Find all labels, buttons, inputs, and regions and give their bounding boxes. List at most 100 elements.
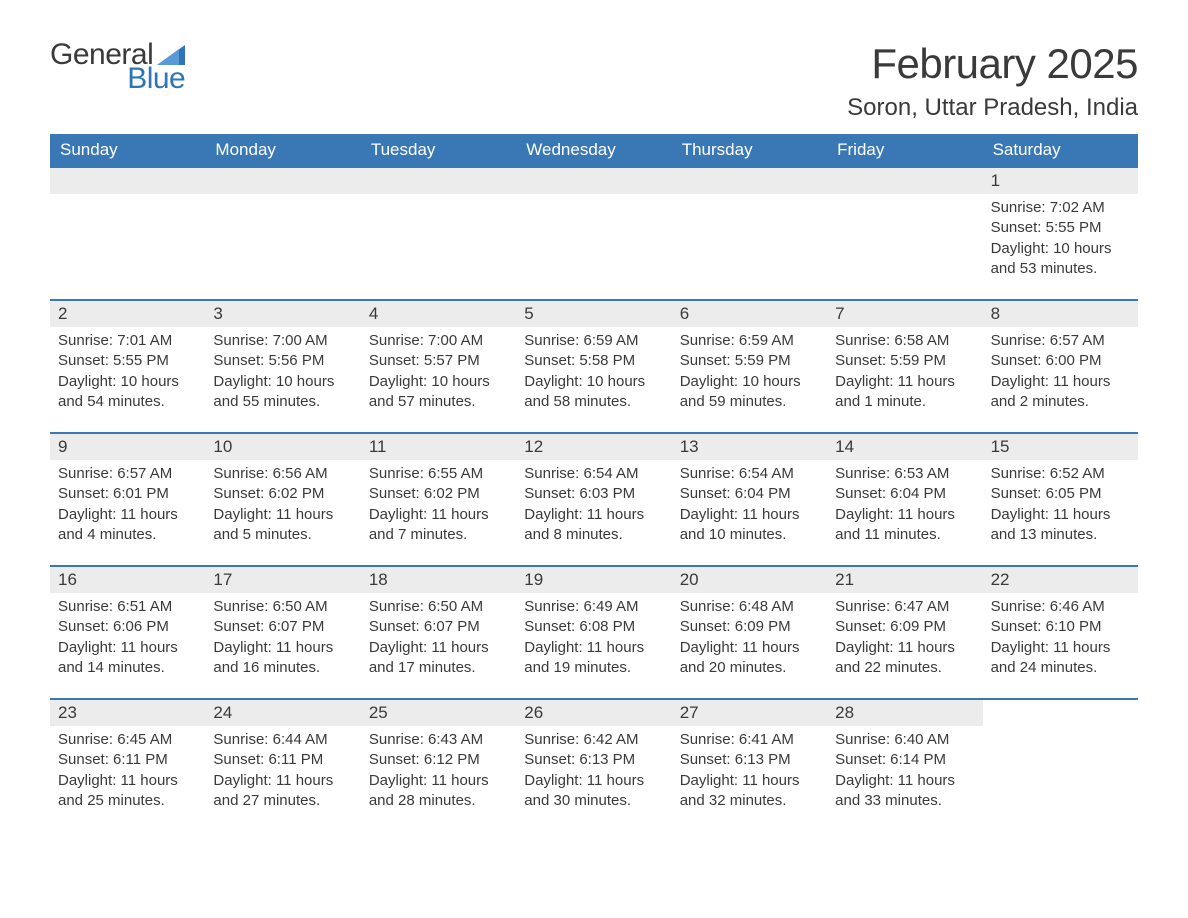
sunrise-line: Sunrise: 6:50 AM bbox=[369, 597, 508, 617]
sunset-line: Sunset: 6:01 PM bbox=[58, 484, 197, 504]
location-subtitle: Soron, Uttar Pradesh, India bbox=[847, 94, 1138, 122]
sunset-line: Sunset: 5:55 PM bbox=[991, 218, 1130, 238]
sunset-line: Sunset: 6:07 PM bbox=[369, 617, 508, 637]
day-cell bbox=[50, 168, 205, 299]
sunrise-line: Sunrise: 6:41 AM bbox=[680, 730, 819, 750]
day-cell: 18 Sunrise: 6:50 AMSunset: 6:07 PMDayligh… bbox=[361, 567, 516, 698]
sunrise-line: Sunrise: 7:02 AM bbox=[991, 198, 1130, 218]
day-number: 4 bbox=[361, 301, 516, 327]
day-cell: 17Sunrise: 6:50 AMSunset: 6:07 PMDayligh… bbox=[205, 567, 360, 698]
daylight-line: Daylight: 10 hours and 55 minutes. bbox=[213, 372, 352, 413]
daylight-line: Daylight: 11 hours and 13 minutes. bbox=[991, 505, 1130, 546]
day-details: Sunrise: 7:02 AMSunset: 5:55 PMDaylight:… bbox=[983, 194, 1138, 279]
daylight-line: Daylight: 11 hours and 10 minutes. bbox=[680, 505, 819, 546]
daylight-line: Daylight: 11 hours and 14 minutes. bbox=[58, 638, 197, 679]
daylight-line: Daylight: 11 hours and 30 minutes. bbox=[524, 771, 663, 812]
daylight-line: Daylight: 11 hours and 17 minutes. bbox=[369, 638, 508, 679]
sunset-line: Sunset: 6:12 PM bbox=[369, 750, 508, 770]
day-number: 3 bbox=[205, 301, 360, 327]
calendar: SundayMondayTuesdayWednesdayThursdayFrid… bbox=[50, 134, 1138, 831]
sunset-line: Sunset: 6:03 PM bbox=[524, 484, 663, 504]
title-block: February 2025 Soron, Uttar Pradesh, Indi… bbox=[847, 40, 1138, 122]
daylight-line: Daylight: 10 hours and 58 minutes. bbox=[524, 372, 663, 413]
day-number: 25 bbox=[361, 700, 516, 726]
week-row: 16Sunrise: 6:51 AMSunset: 6:06 PMDayligh… bbox=[50, 565, 1138, 698]
sunrise-line: Sunrise: 7:00 AM bbox=[369, 331, 508, 351]
week-row: 9 Sunrise: 6:57 AMSunset: 6:01 PM Daylight… bbox=[50, 432, 1138, 565]
day-cell: 19Sunrise: 6:49 AMSunset: 6:08 PMDayligh… bbox=[516, 567, 671, 698]
day-details: Sunrise: 6:44 AMSunset: 6:11 PMDaylight:… bbox=[205, 726, 360, 811]
weekday-header-cell: Wednesday bbox=[516, 134, 671, 166]
sunset-line: Sunset: 6:09 PM bbox=[680, 617, 819, 637]
sunset-line: Sunset: 6:09 PM bbox=[835, 617, 974, 637]
sunrise-line: Sunrise: 6:45 AM bbox=[58, 730, 197, 750]
day-cell: 1Sunrise: 7:02 AMSunset: 5:55 PMDaylight… bbox=[983, 168, 1138, 299]
day-number: 20 bbox=[672, 567, 827, 593]
sunrise-line: Sunrise: 6:57 AM bbox=[58, 464, 197, 484]
day-cell: 6Sunrise: 6:59 AMSunset: 5:59 PMDaylight… bbox=[672, 301, 827, 432]
sunset-line: Sunset: 6:06 PM bbox=[58, 617, 197, 637]
sunset-line: Sunset: 5:56 PM bbox=[213, 351, 352, 371]
day-number: 22 bbox=[983, 567, 1138, 593]
day-cell: 7Sunrise: 6:58 AMSunset: 5:59 PMDaylight… bbox=[827, 301, 982, 432]
day-cell: 3Sunrise: 7:00 AMSunset: 5:56 PMDaylight… bbox=[205, 301, 360, 432]
day-cell: 11Sunrise: 6:55 AMSunset: 6:02 PMDayligh… bbox=[361, 434, 516, 565]
day-number: 1 bbox=[983, 168, 1138, 194]
day-cell: 16Sunrise: 6:51 AMSunset: 6:06 PMDayligh… bbox=[50, 567, 205, 698]
daylight-line: Daylight: 11 hours and 19 minutes. bbox=[524, 638, 663, 679]
day-number: 7 bbox=[827, 301, 982, 327]
sunrise-line: Sunrise: 6:42 AM bbox=[524, 730, 663, 750]
sunset-line: Sunset: 6:04 PM bbox=[680, 484, 819, 504]
sunset-line: Sunset: 5:59 PM bbox=[835, 351, 974, 371]
daylight-line: Daylight: 11 hours and 28 minutes. bbox=[369, 771, 508, 812]
sunset-line: Sunset: 5:58 PM bbox=[524, 351, 663, 371]
day-cell: 23Sunrise: 6:45 AMSunset: 6:11 PMDayligh… bbox=[50, 700, 205, 831]
day-number: 9 bbox=[50, 434, 205, 460]
day-details: Sunrise: 7:00 AMSunset: 5:56 PMDaylight:… bbox=[205, 327, 360, 412]
sunset-line: Sunset: 6:00 PM bbox=[991, 351, 1130, 371]
day-number: 27 bbox=[672, 700, 827, 726]
daylight-line: Daylight: 11 hours and 20 minutes. bbox=[680, 638, 819, 679]
day-details: Sunrise: 6:43 AMSunset: 6:12 PMDaylight:… bbox=[361, 726, 516, 811]
day-cell: 12Sunrise: 6:54 AMSunset: 6:03 PMDayligh… bbox=[516, 434, 671, 565]
day-details: Sunrise: 6:40 AMSunset: 6:14 PMDaylight:… bbox=[827, 726, 982, 811]
weekday-header-cell: Friday bbox=[827, 134, 982, 166]
week-row: 2Sunrise: 7:01 AMSunset: 5:55 PMDaylight… bbox=[50, 299, 1138, 432]
day-number: 17 bbox=[205, 567, 360, 593]
sunrise-line: Sunrise: 6:54 AM bbox=[524, 464, 663, 484]
week-row: 1Sunrise: 7:02 AMSunset: 5:55 PMDaylight… bbox=[50, 166, 1138, 299]
sunrise-line: Sunrise: 6:59 AM bbox=[680, 331, 819, 351]
weekday-header-cell: Thursday bbox=[672, 134, 827, 166]
week-row: 23Sunrise: 6:45 AMSunset: 6:11 PMDayligh… bbox=[50, 698, 1138, 831]
day-details: Sunrise: 6:41 AMSunset: 6:13 PMDaylight:… bbox=[672, 726, 827, 811]
sunrise-line: Sunrise: 6:54 AM bbox=[680, 464, 819, 484]
day-cell: 27Sunrise: 6:41 AMSunset: 6:13 PMDayligh… bbox=[672, 700, 827, 831]
day-details: Sunrise: 6:56 AMSunset: 6:02 PMDaylight:… bbox=[205, 460, 360, 545]
day-cell bbox=[361, 168, 516, 299]
day-details: Sunrise: 6:53 AMSunset: 6:04 PMDaylight:… bbox=[827, 460, 982, 545]
empty-day-bar bbox=[516, 168, 671, 194]
daylight-line: Daylight: 10 hours and 53 minutes. bbox=[991, 239, 1130, 280]
day-cell: 25Sunrise: 6:43 AMSunset: 6:12 PMDayligh… bbox=[361, 700, 516, 831]
day-number: 11 bbox=[361, 434, 516, 460]
sunrise-line: Sunrise: 6:52 AM bbox=[991, 464, 1130, 484]
sunset-line: Sunset: 6:11 PM bbox=[213, 750, 352, 770]
day-number: 19 bbox=[516, 567, 671, 593]
daylight-line: Daylight: 10 hours and 59 minutes. bbox=[680, 372, 819, 413]
sunrise-line: Sunrise: 6:44 AM bbox=[213, 730, 352, 750]
day-cell: 14Sunrise: 6:53 AMSunset: 6:04 PMDayligh… bbox=[827, 434, 982, 565]
day-details: Sunrise: 6:49 AMSunset: 6:08 PMDaylight:… bbox=[516, 593, 671, 678]
daylight-line: Daylight: 11 hours and 2 minutes. bbox=[991, 372, 1130, 413]
day-number: 28 bbox=[827, 700, 982, 726]
sunset-line: Sunset: 6:13 PM bbox=[680, 750, 819, 770]
day-number: 12 bbox=[516, 434, 671, 460]
empty-day-bar bbox=[361, 168, 516, 194]
sunset-line: Sunset: 5:55 PM bbox=[58, 351, 197, 371]
day-details: Sunrise: 6:47 AMSunset: 6:09 PMDaylight:… bbox=[827, 593, 982, 678]
day-details: Sunrise: 6:57 AMSunset: 6:00 PMDaylight:… bbox=[983, 327, 1138, 412]
day-number: 6 bbox=[672, 301, 827, 327]
day-number: 18 bbox=[361, 567, 516, 593]
daylight-line: Daylight: 11 hours and 16 minutes. bbox=[213, 638, 352, 679]
day-details: Sunrise: 6:59 AMSunset: 5:58 PMDaylight:… bbox=[516, 327, 671, 412]
sunrise-line: Sunrise: 6:58 AM bbox=[835, 331, 974, 351]
